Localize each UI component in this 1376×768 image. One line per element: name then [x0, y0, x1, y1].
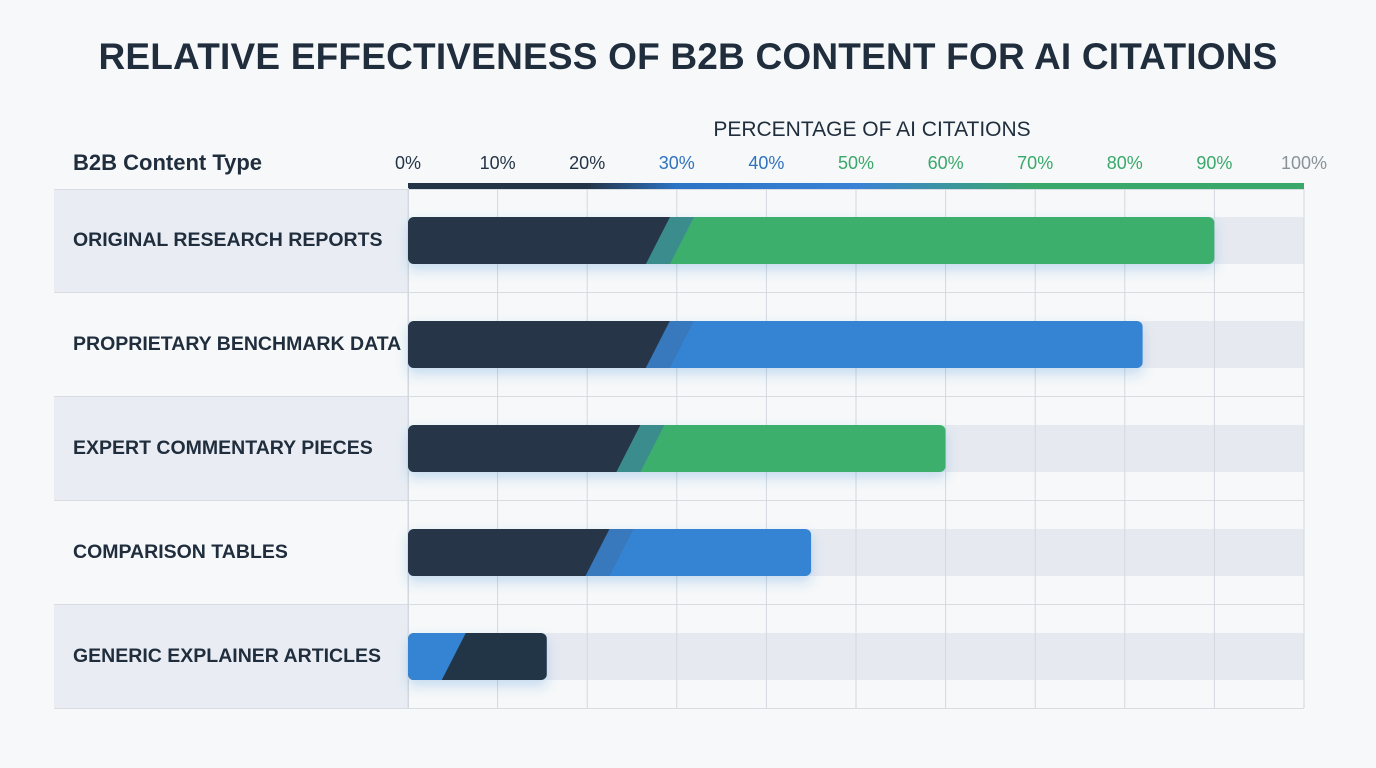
category-label: COMPARISON TABLES — [73, 541, 288, 563]
row-label-background — [54, 189, 408, 292]
x-tick-label: 50% — [837, 153, 875, 173]
x-tick-label: 0% — [394, 153, 422, 173]
y-axis-header: B2B Content Type — [73, 150, 263, 175]
bar — [408, 633, 547, 680]
row-label-background — [54, 605, 408, 708]
row-label-background — [54, 397, 408, 500]
bar — [408, 425, 946, 472]
row-divider — [54, 292, 1304, 293]
category-label: PROPRIETARY BENCHMARK DATA — [73, 333, 402, 355]
x-tick-label: 70% — [1017, 153, 1054, 173]
category-label: GENERIC EXPLAINER ARTICLES — [73, 645, 382, 667]
x-tick-label: 90% — [1196, 153, 1233, 173]
row-divider — [54, 604, 1304, 605]
chart-title: RELATIVE EFFECTIVENESS OF B2B CONTENT FO… — [98, 36, 1278, 77]
x-axis-gradient-bar — [408, 183, 1304, 189]
row-divider — [54, 189, 1304, 190]
bar — [408, 529, 812, 576]
category-label: EXPERT COMMENTARY PIECES — [73, 437, 373, 459]
x-tick-label: 30% — [658, 153, 695, 173]
x-tick-label: 60% — [927, 153, 964, 173]
x-tick-label: 40% — [748, 153, 785, 173]
x-tick-label: 80% — [1106, 153, 1143, 173]
x-tick-label: 10% — [479, 153, 516, 173]
bar — [408, 321, 1143, 368]
x-axis-label: PERCENTAGE OF AI CITATIONS — [713, 118, 1031, 141]
x-tick-label: 20% — [569, 153, 606, 173]
x-tick-label: 100% — [1280, 153, 1328, 173]
category-label: ORIGINAL RESEARCH REPORTS — [73, 229, 383, 251]
row-divider — [54, 396, 1304, 397]
row-divider — [54, 500, 1304, 501]
row-divider — [54, 708, 1304, 709]
bar — [408, 217, 1215, 264]
